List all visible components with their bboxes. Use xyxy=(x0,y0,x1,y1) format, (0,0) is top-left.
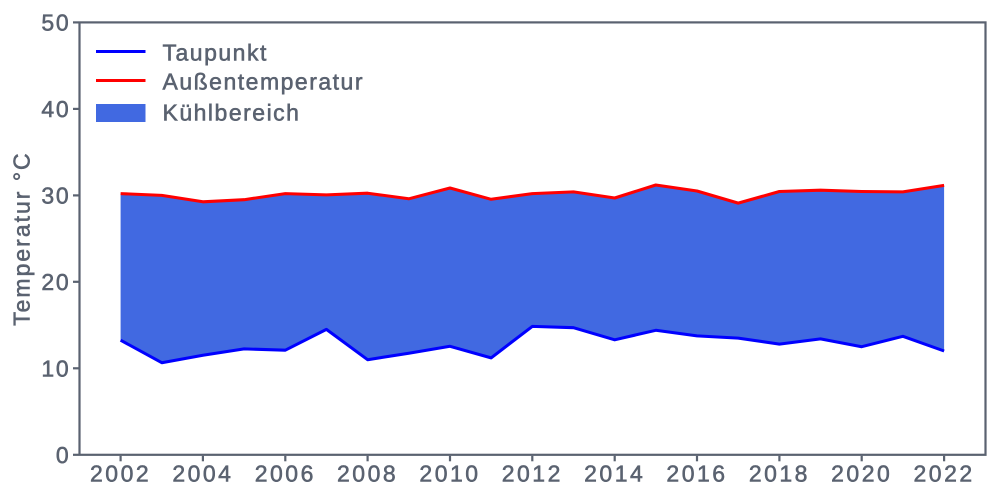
svg-text:10: 10 xyxy=(41,356,70,382)
svg-text:20: 20 xyxy=(41,269,70,295)
svg-text:2008: 2008 xyxy=(337,461,398,487)
svg-text:2022: 2022 xyxy=(914,461,975,487)
svg-text:Temperatur °C: Temperatur °C xyxy=(9,151,35,326)
svg-text:Taupunkt: Taupunkt xyxy=(163,40,268,66)
svg-text:2014: 2014 xyxy=(584,461,645,487)
svg-text:2012: 2012 xyxy=(502,461,563,487)
svg-text:50: 50 xyxy=(41,10,70,36)
svg-text:40: 40 xyxy=(41,96,70,122)
svg-text:Kühlbereich: Kühlbereich xyxy=(163,100,301,126)
svg-text:0: 0 xyxy=(56,442,71,468)
svg-text:2018: 2018 xyxy=(749,461,810,487)
svg-text:2006: 2006 xyxy=(255,461,316,487)
svg-text:2002: 2002 xyxy=(90,461,151,487)
svg-text:Außentemperatur: Außentemperatur xyxy=(163,69,364,95)
svg-text:2010: 2010 xyxy=(419,461,480,487)
svg-text:30: 30 xyxy=(41,183,70,209)
svg-text:2016: 2016 xyxy=(666,461,727,487)
svg-text:2020: 2020 xyxy=(831,461,892,487)
svg-text:2004: 2004 xyxy=(172,461,233,487)
